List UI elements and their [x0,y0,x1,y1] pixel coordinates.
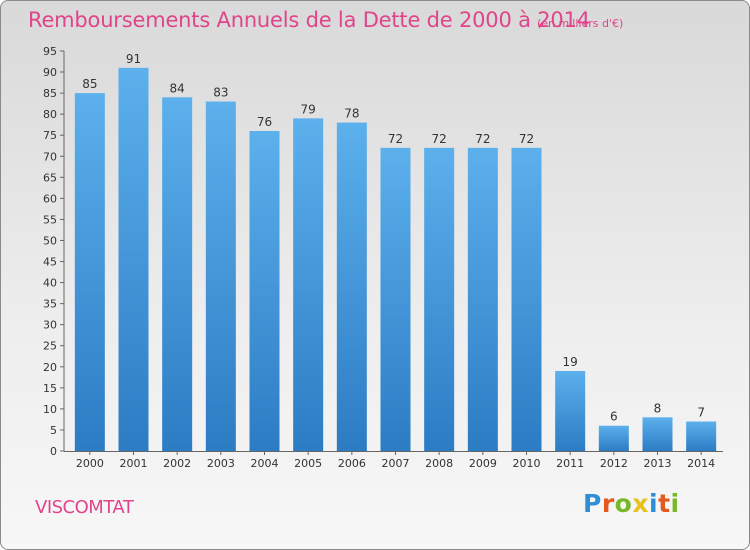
bar [467,147,498,451]
bar [598,425,629,451]
data-label: 72 [519,132,534,146]
data-label: 72 [388,132,403,146]
bar [380,147,411,451]
x-tick-label: 2007 [382,457,410,470]
logo-letter: r [601,489,615,518]
bar [162,97,193,451]
x-tick-label: 2006 [338,457,366,470]
bar [118,67,149,451]
y-tick-label: 50 [43,234,57,247]
y-tick-label: 20 [43,361,57,374]
x-tick-label: 2010 [513,457,541,470]
bar [336,122,367,451]
y-tick-label: 40 [43,277,57,290]
x-tick-label: 2008 [425,457,453,470]
y-tick-label: 0 [50,445,57,458]
logo-letter: P [583,489,602,518]
y-tick-label: 30 [43,319,57,332]
data-label: 85 [82,77,97,91]
logo-letter: t [658,489,671,518]
y-tick-label: 15 [43,382,57,395]
data-label: 83 [213,86,228,100]
bar [74,93,105,452]
x-tick-label: 2011 [556,457,584,470]
x-tick-label: 2003 [207,457,235,470]
x-tick-label: 2001 [120,457,148,470]
y-tick-label: 90 [43,66,57,79]
bar [424,147,455,451]
y-tick-label: 65 [43,171,57,184]
y-tick-label: 85 [43,87,57,100]
y-tick-label: 75 [43,129,57,142]
logo-letter: i [670,489,680,518]
x-tick-label: 2012 [600,457,628,470]
data-label: 79 [301,102,316,116]
data-label: 91 [126,52,141,66]
bar [293,118,324,452]
y-tick-label: 60 [43,192,57,205]
bar [249,131,280,451]
y-tick-label: 5 [50,424,57,437]
data-label: 78 [344,107,359,121]
commune-name: VISCOMTAT [35,497,134,518]
chart-subtitle: (en milliers d'€) [537,17,624,30]
x-tick-label: 2002 [163,457,191,470]
logo-letter: x [632,489,649,518]
y-tick-label: 35 [43,298,57,311]
x-tick-label: 2014 [687,457,715,470]
data-label: 6 [610,410,618,424]
y-tick-label: 55 [43,213,57,226]
y-tick-label: 25 [43,340,57,353]
y-tick-label: 10 [43,403,57,416]
data-label: 76 [257,115,272,129]
bar [511,147,542,451]
logo-letter: i [649,489,659,518]
x-tick-label: 2013 [644,457,672,470]
y-tick-label: 70 [43,150,57,163]
x-tick-label: 2005 [294,457,322,470]
x-tick-label: 2004 [251,457,279,470]
data-label: 72 [432,132,447,146]
bar [555,371,586,451]
logo-letter: o [614,489,633,518]
data-label: 19 [563,355,578,369]
data-label: 84 [170,81,185,95]
bar [686,421,717,451]
data-label: 8 [654,401,662,415]
y-tick-label: 95 [43,45,57,58]
x-tick-label: 2009 [469,457,497,470]
chart-title: Remboursements Annuels de la Dette de 20… [28,8,590,32]
bar [205,101,236,452]
data-label: 7 [697,406,705,420]
proxiti-logo: Proxiti [583,489,680,518]
y-tick-label: 80 [43,108,57,121]
x-tick-label: 2000 [76,457,104,470]
y-tick-label: 45 [43,256,57,269]
data-label: 72 [475,132,490,146]
bar [642,417,673,451]
